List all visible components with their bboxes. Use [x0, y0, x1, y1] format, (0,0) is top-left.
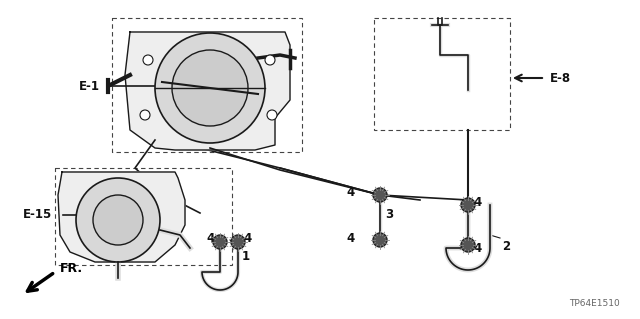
Circle shape: [172, 50, 248, 126]
Text: 4: 4: [473, 241, 481, 255]
Circle shape: [373, 188, 387, 202]
Text: TP64E1510: TP64E1510: [569, 299, 620, 308]
Text: 4: 4: [473, 196, 481, 209]
Circle shape: [231, 235, 245, 249]
Text: 1: 1: [242, 250, 250, 263]
Bar: [374, 18, 510, 130]
Bar: [55, 168, 232, 265]
Bar: [112, 18, 302, 152]
Polygon shape: [125, 32, 290, 150]
Text: E-15: E-15: [23, 209, 52, 221]
Text: FR.: FR.: [60, 262, 83, 275]
Circle shape: [461, 198, 475, 212]
Circle shape: [76, 178, 160, 262]
Polygon shape: [58, 172, 185, 262]
Text: E-8: E-8: [550, 71, 571, 85]
Text: 4: 4: [243, 232, 252, 244]
Circle shape: [461, 238, 475, 252]
Circle shape: [267, 110, 277, 120]
Text: 3: 3: [385, 209, 393, 221]
Circle shape: [155, 33, 265, 143]
Circle shape: [93, 195, 143, 245]
Text: 4: 4: [207, 232, 215, 244]
Circle shape: [373, 233, 387, 247]
Text: E-1: E-1: [79, 79, 100, 93]
Text: 4: 4: [347, 186, 355, 198]
Text: 2: 2: [502, 240, 510, 253]
Circle shape: [143, 55, 153, 65]
Circle shape: [213, 235, 227, 249]
Circle shape: [265, 55, 275, 65]
Circle shape: [140, 110, 150, 120]
Text: 4: 4: [347, 232, 355, 244]
